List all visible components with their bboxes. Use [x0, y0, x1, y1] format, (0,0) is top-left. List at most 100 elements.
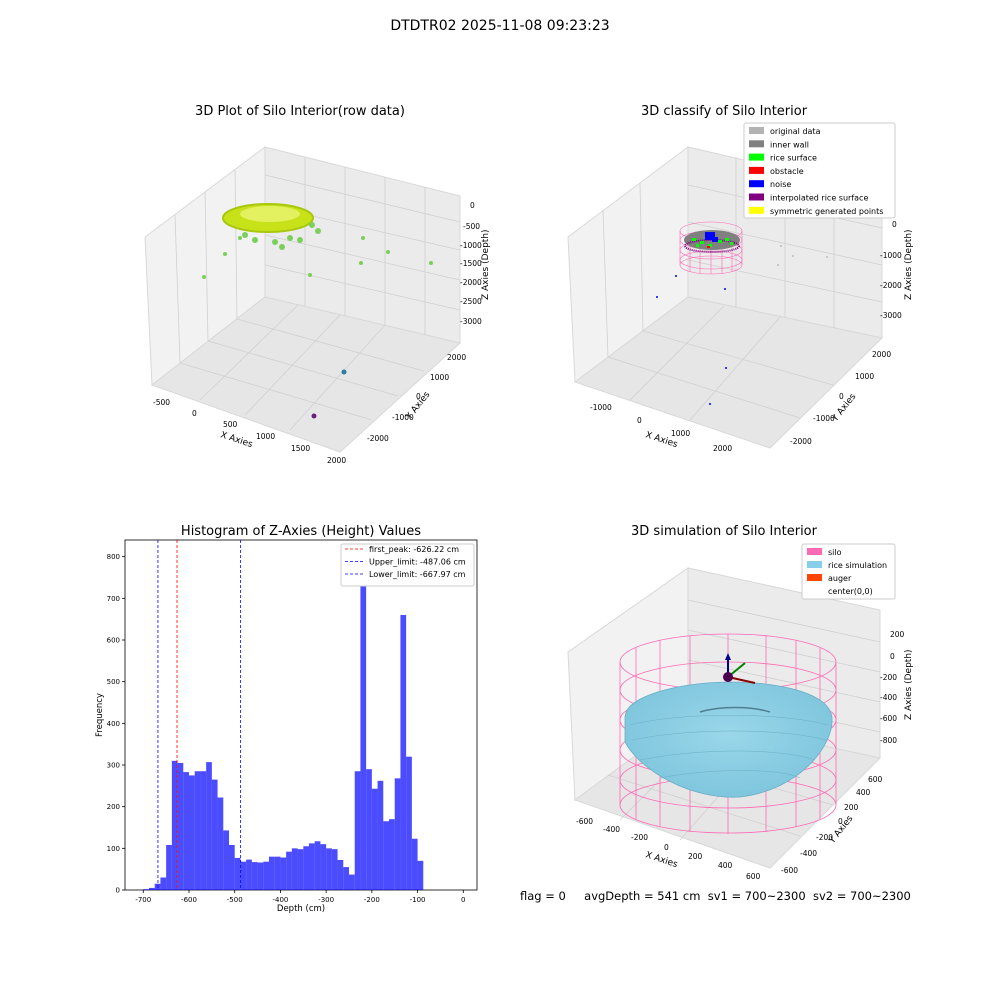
- p1-y-tick: -2000: [367, 434, 389, 443]
- panel-title-raw: 3D Plot of Silo Interior(row data): [195, 104, 405, 119]
- legend-swatch: [749, 206, 764, 214]
- p1-z-tick: -500: [463, 222, 480, 231]
- p1-z-tick: -1500: [460, 259, 482, 268]
- p2-z-tick: -1000: [880, 251, 902, 260]
- legend-label: center(0,0): [828, 587, 873, 596]
- legend-swatch: [749, 153, 764, 161]
- hist-bar: [257, 862, 264, 890]
- p2-legend: original data inner wall rice surface obsta…: [743, 122, 896, 219]
- hist-bar: [217, 797, 224, 890]
- hist-bar: [400, 615, 407, 890]
- hist-bar: [309, 843, 315, 890]
- p1-x-tick: 1500: [291, 444, 310, 453]
- hist-bar: [331, 849, 338, 890]
- hist-bar: [303, 846, 309, 890]
- hist-bar: [314, 841, 321, 890]
- hist-bar: [206, 762, 212, 890]
- hist-bar: [377, 780, 384, 890]
- rice-simulation-surface: [624, 681, 833, 798]
- panel-title-simulation: 3D simulation of Silo Interior: [631, 524, 817, 539]
- hist-x-label: Depth (cm): [277, 904, 325, 914]
- hist-bar: [371, 788, 378, 890]
- legend-swatch: [749, 140, 764, 148]
- hist-bar: [411, 838, 418, 890]
- p2-z-tick: -2000: [880, 281, 902, 290]
- legend-label: silo: [828, 548, 842, 557]
- p1-z-tick: -2500: [460, 297, 482, 306]
- hist-bar: [394, 778, 401, 890]
- p1-x-label: X Axies: [219, 430, 254, 450]
- hist-bar: [263, 861, 269, 890]
- hist-bar: [406, 756, 412, 890]
- p4-z-tick: -200: [880, 673, 897, 682]
- p2-y-tick: -1000: [813, 414, 835, 423]
- hist-bar: [234, 857, 241, 890]
- hist-legend-label: Upper_limit: -487.06 cm: [369, 558, 466, 567]
- hist-y-tick-label: 800: [107, 553, 120, 561]
- hist-bar: [417, 860, 424, 890]
- center-marker: [723, 672, 733, 682]
- hist-bar: [200, 771, 207, 890]
- hist-y-label: Frequency: [95, 693, 105, 737]
- hist-x-tick-label: -400: [272, 896, 288, 904]
- hist-y-tick-label: 300: [107, 762, 120, 770]
- hist-bar: [160, 877, 167, 890]
- sv2-text: sv2 = 700~2300: [812, 889, 911, 903]
- legend-swatch: [807, 587, 822, 594]
- p1-z-tick: -1000: [460, 241, 482, 250]
- rice-surface-inner: [240, 206, 300, 222]
- p4-y-tick: 200: [844, 803, 859, 812]
- hist-y-tick-label: 400: [107, 720, 120, 728]
- p4-x-tick: 400: [718, 861, 733, 870]
- p4-y-tick: 600: [868, 775, 883, 784]
- hist-y-tick-label: 100: [107, 845, 120, 853]
- hist-x-tick-label: -100: [410, 896, 426, 904]
- hist-bar: [177, 762, 184, 890]
- p1-z-tick: 0: [470, 201, 475, 210]
- p4-y-tick: -400: [800, 849, 817, 858]
- legend-label: rice surface: [770, 154, 817, 163]
- hist-bar: [240, 861, 247, 890]
- hist-bar: [280, 857, 287, 890]
- hist-bar: [383, 821, 389, 890]
- p2-y-tick: 0: [839, 392, 844, 401]
- p1-x-tick: 500: [223, 420, 238, 429]
- figure-suptitle: DTDTR02 2025-11-08 09:23:23: [390, 18, 610, 34]
- p1-x-tick: -500: [153, 398, 170, 407]
- p2-y-tick: 2000: [872, 350, 891, 359]
- p4-x-tick: 200: [688, 852, 703, 861]
- hist-bar: [291, 848, 298, 890]
- legend-label: interpolated rice surface: [770, 194, 868, 203]
- p2-y-tick: 1000: [855, 372, 874, 381]
- hist-bar: [354, 771, 361, 890]
- p1-z-label: Z Axies (Depth): [481, 229, 491, 300]
- p4-y-tick: -200: [816, 833, 833, 842]
- p1-y-tick: 2000: [447, 353, 466, 362]
- p2-x-tick: 0: [637, 416, 642, 425]
- hist-bar: [166, 845, 172, 890]
- legend-swatch: [749, 180, 764, 188]
- hist-x-tick-label: -200: [364, 896, 380, 904]
- p4-y-tick: -600: [781, 866, 798, 875]
- hist-bar: [320, 844, 327, 890]
- p4-x-tick: -400: [603, 825, 620, 834]
- panel-title-histogram: Histogram of Z-Axies (Height) Values: [180, 524, 422, 539]
- hist-legend-label: Lower_limit: -667.97 cm: [369, 570, 466, 579]
- p2-x-tick: -1000: [590, 403, 612, 412]
- p2-x-tick: 2000: [713, 444, 732, 453]
- hist-bar: [343, 867, 349, 890]
- p4-legend: silo rice simulation auger center(0,0): [801, 543, 896, 600]
- hist-bar: [194, 771, 201, 890]
- p4-x-tick: -600: [576, 817, 593, 826]
- p2-z-label: Z Axies (Depth): [904, 229, 914, 300]
- legend-swatch: [749, 166, 764, 174]
- noise-points: [656, 232, 727, 405]
- p4-z-tick: 200: [890, 630, 905, 639]
- hist-bar: [189, 775, 195, 890]
- legend-swatch: [749, 193, 764, 201]
- rice-scatter-points: [202, 222, 433, 279]
- panel-classify-3d: -1000 0 1000 2000 -2000 -1000 0 1000 200…: [567, 122, 914, 453]
- hist-x-tick-label: -700: [135, 896, 151, 904]
- hist-bar: [229, 845, 235, 890]
- p1-x-tick: 2000: [327, 456, 346, 465]
